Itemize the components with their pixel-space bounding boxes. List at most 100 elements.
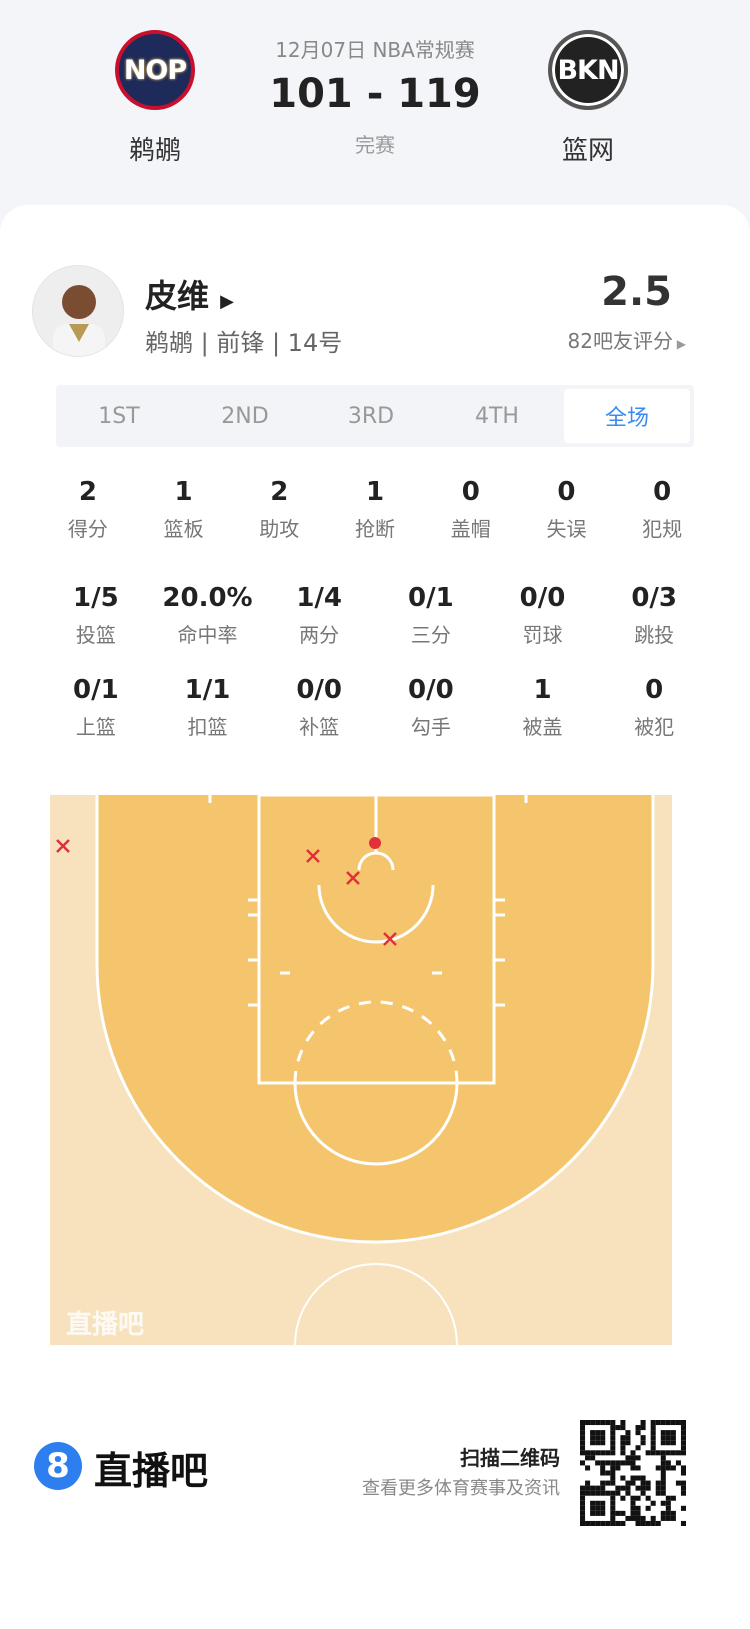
- stat-cell: 0/1 上篮: [40, 675, 152, 740]
- scan-label: 扫描二维码: [460, 1446, 560, 1470]
- tab-2nd[interactable]: 2ND: [221, 403, 269, 429]
- stat-label: 被盖: [522, 715, 563, 739]
- stat-value: 0: [461, 477, 480, 507]
- three-point-line: [95, 795, 655, 1244]
- stat-value: 2: [270, 477, 289, 507]
- home-team[interactable]: NOP 鹈鹕: [95, 30, 215, 167]
- stat-cell: 0/3 跳投: [598, 583, 710, 648]
- stat-cell: 1/5 投篮: [40, 583, 152, 648]
- caret-right-icon: ▶: [672, 337, 686, 351]
- tab-full-game[interactable]: 全场: [564, 389, 690, 443]
- tab-4th[interactable]: 4TH: [475, 403, 519, 429]
- stat-cell: 0 盖帽: [423, 477, 519, 542]
- tab-1st[interactable]: 1ST: [98, 403, 140, 429]
- player-info: 鹈鹕 | 前锋 | 14号: [145, 329, 343, 357]
- stat-cell: 1 被盖: [487, 675, 599, 740]
- game-header: NOP 鹈鹕 12月07日 NBA常规赛 101 - 119 完赛 BKN 篮网: [0, 0, 750, 210]
- stats-row: 1/5 投篮 20.0% 命中率 1/4 两分 0/1 三分 0/0 罚球 0/3 跳投: [40, 583, 710, 648]
- stat-value: 0: [645, 675, 664, 705]
- stat-value: 0: [653, 477, 672, 507]
- stat-cell: 0/0 勾手: [375, 675, 487, 740]
- stat-label: 犯规: [642, 517, 683, 541]
- stat-label: 失误: [546, 517, 587, 541]
- stat-label: 篮板: [163, 517, 204, 541]
- stats-row: 0/1 上篮 1/1 扣篮 0/0 补篮 0/0 勾手 1 被盖 0 被犯: [40, 675, 710, 740]
- three-point-area: [97, 795, 653, 1242]
- lane: [257, 795, 496, 1085]
- shot-missed: [306, 849, 320, 863]
- stat-cell: 20.0% 命中率: [152, 583, 264, 648]
- game-score: 101 - 119: [269, 71, 481, 117]
- stat-cell: 0/0 罚球: [487, 583, 599, 648]
- stat-label: 投篮: [75, 623, 116, 647]
- away-team-logo: BKN: [548, 30, 628, 110]
- player-card: 皮维 ▶ 鹈鹕 | 前锋 | 14号 2.5 82吧友评分 ▶ 1ST 2ND …: [0, 205, 750, 1629]
- stat-label: 被犯: [634, 715, 675, 739]
- game-status: 完赛: [355, 133, 395, 157]
- stat-value: 1: [174, 477, 193, 507]
- stat-cell: 2 助攻: [231, 477, 327, 542]
- home-team-logo: NOP: [115, 30, 195, 110]
- center-circle: [294, 1263, 458, 1345]
- free-throw-circle: [293, 1082, 459, 1166]
- stat-label: 得分: [67, 517, 108, 541]
- watermark: 直播吧: [66, 1310, 144, 1340]
- stat-value: 0/0: [408, 675, 454, 705]
- stat-value: 0/1: [408, 583, 454, 613]
- stat-cell: 1/1 扣篮: [152, 675, 264, 740]
- lane-marks: [208, 795, 528, 1007]
- player-rating: 2.5: [601, 269, 672, 315]
- stat-label: 三分: [410, 623, 451, 647]
- stat-label: 抢断: [355, 517, 396, 541]
- stat-value: 0/0: [519, 583, 566, 613]
- stat-cell: 1 抢断: [327, 477, 423, 542]
- stat-label: 命中率: [177, 623, 238, 647]
- stat-label: 助攻: [259, 517, 300, 541]
- stat-label: 两分: [299, 623, 340, 647]
- stat-cell: 0 犯规: [614, 477, 710, 542]
- stat-label: 上篮: [75, 715, 116, 739]
- player-name[interactable]: 皮维 ▶: [145, 277, 234, 315]
- stat-value: 2: [78, 477, 97, 507]
- stat-cell: 1 篮板: [136, 477, 232, 542]
- stats-row: 2 得分 1 篮板 2 助攻 1 抢断 0 盖帽 0 失误 0 犯规: [40, 477, 710, 542]
- away-team-name: 篮网: [561, 136, 614, 166]
- shot-missed: [346, 871, 360, 885]
- stat-cell: 0 被犯: [598, 675, 710, 740]
- stat-label: 补篮: [299, 715, 340, 739]
- restricted-arc: [317, 884, 435, 944]
- stat-label: 跳投: [634, 623, 675, 647]
- footer: 8 直播吧 扫描二维码 查看更多体育赛事及资讯: [0, 1410, 750, 1629]
- stat-value: 0/0: [296, 675, 343, 705]
- stat-value: 1: [533, 675, 552, 705]
- player-avatar: [32, 265, 124, 357]
- brand-logo-icon: 8: [34, 1442, 82, 1490]
- stat-label: 罚球: [522, 623, 563, 647]
- brand-name: 直播吧: [94, 1449, 209, 1493]
- stat-label: 扣篮: [187, 715, 228, 739]
- stat-label: 盖帽: [450, 517, 491, 541]
- stat-label: 勾手: [410, 715, 451, 739]
- shot-missed: [56, 839, 70, 853]
- caret-right-icon: ▶: [220, 291, 234, 312]
- stat-value: 1/1: [184, 675, 231, 705]
- tab-3rd[interactable]: 3RD: [347, 403, 395, 429]
- away-team[interactable]: BKN 篮网: [528, 30, 648, 167]
- stat-value: 1/5: [72, 583, 119, 613]
- stat-cell: 1/4 两分: [263, 583, 375, 648]
- shot-made: [369, 837, 381, 849]
- rating-link[interactable]: 82吧友评分 ▶: [567, 329, 687, 353]
- stat-value: 0/3: [631, 583, 678, 613]
- period-tabs: 1ST 2ND 3RD 4TH 全场: [56, 385, 694, 447]
- game-date: 12月07日 NBA常规赛: [275, 38, 475, 62]
- shot-chart: 直播吧: [50, 795, 672, 1345]
- qr-code[interactable]: [580, 1420, 686, 1526]
- home-team-name: 鹈鹕: [128, 136, 181, 166]
- stat-value: 1: [365, 477, 385, 507]
- stat-value: 0: [557, 477, 576, 507]
- stat-value: 20.0%: [162, 583, 253, 613]
- stat-cell: 2 得分: [40, 477, 136, 542]
- hoop: [357, 851, 395, 871]
- stat-cell: 0/0 补篮: [263, 675, 375, 740]
- shot-missed: [383, 932, 397, 946]
